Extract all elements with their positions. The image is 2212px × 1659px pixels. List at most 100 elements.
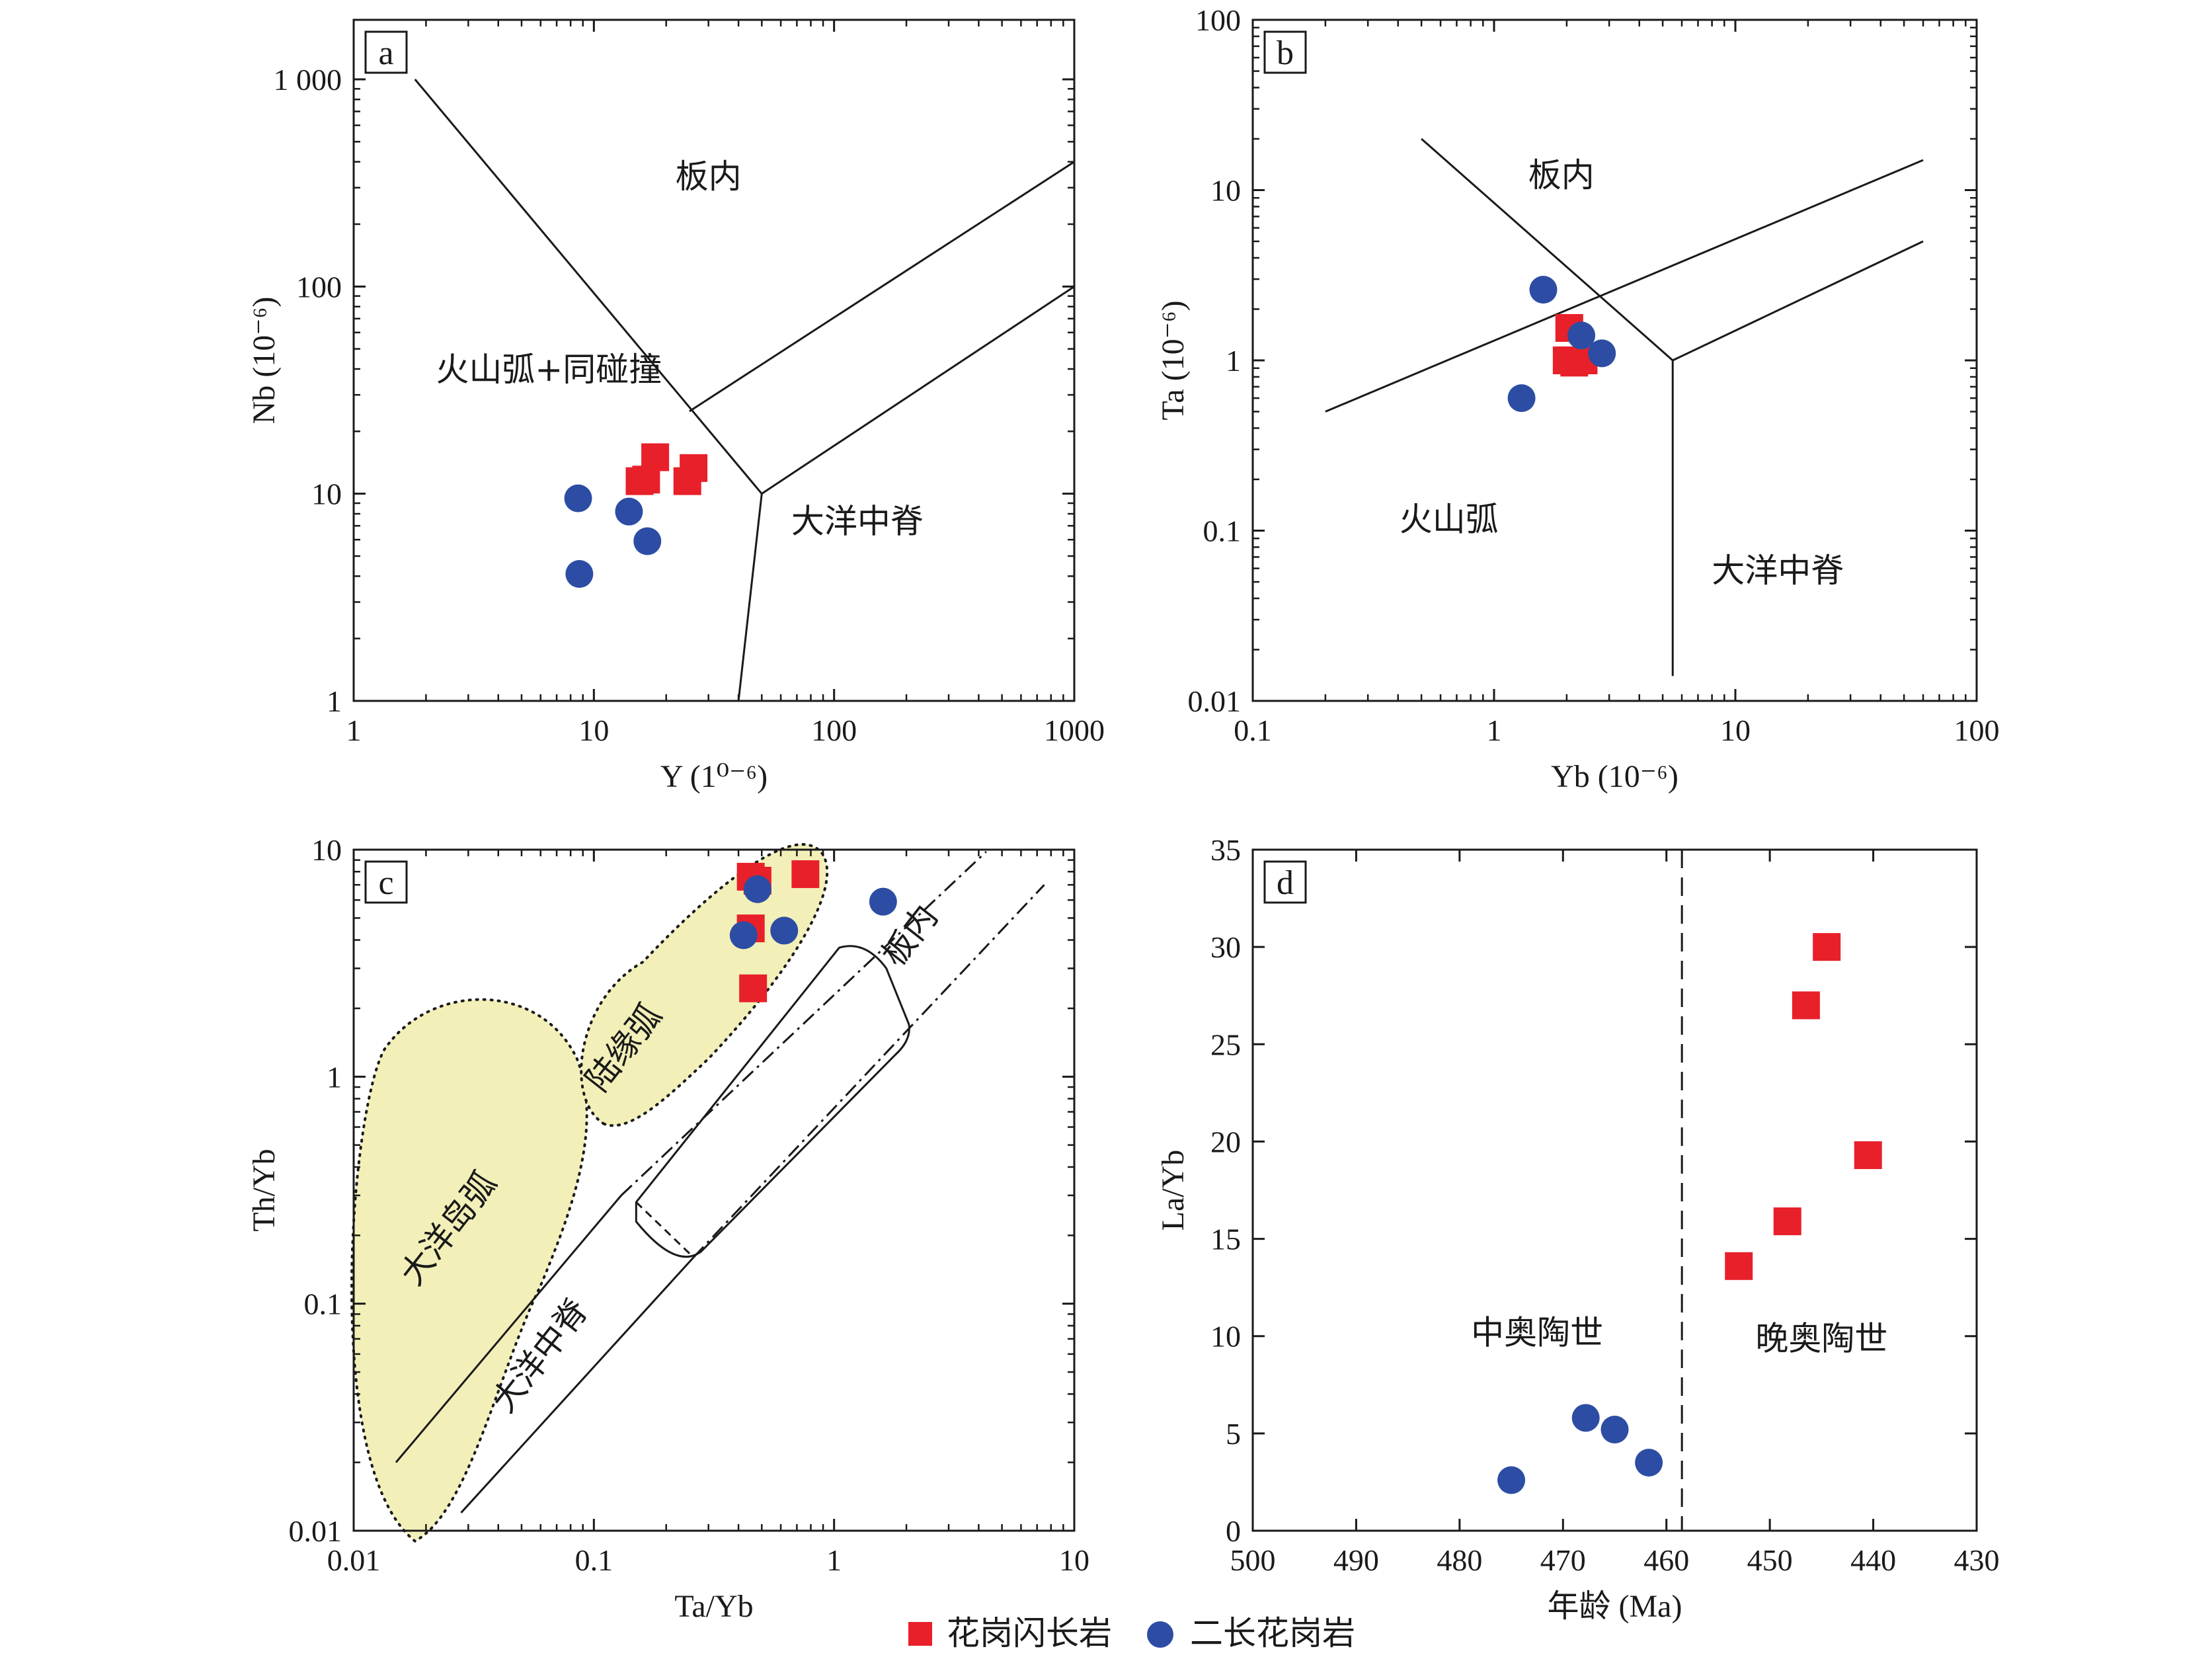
y-axis-label: Ta (10⁻⁶) bbox=[1156, 300, 1191, 420]
x-tick-label: 1000 bbox=[1044, 713, 1105, 747]
panel-label-box bbox=[1263, 30, 1307, 74]
panel-label-box bbox=[364, 860, 408, 904]
legend-label-granodiorite: 花岗闪长岩 bbox=[947, 1614, 1112, 1652]
data-point-square-0-4 bbox=[680, 454, 708, 482]
y-tick-label: 0.1 bbox=[1203, 514, 1242, 548]
x-tick-label: 460 bbox=[1643, 1543, 1689, 1577]
region-label: 晚奥陶世 bbox=[1755, 1319, 1887, 1357]
data-point-circle-1-0 bbox=[564, 484, 592, 512]
field-boundary-0 bbox=[414, 79, 763, 495]
plot-frame bbox=[352, 19, 1076, 702]
y-tick-label: 10 bbox=[1210, 1320, 1241, 1354]
y-tick-label: 10 bbox=[311, 833, 342, 867]
y-tick-label: 1 000 bbox=[274, 63, 342, 97]
region-label: 大洋中脊 bbox=[791, 502, 924, 540]
panel-label: b bbox=[1277, 34, 1294, 72]
array-line-upper bbox=[395, 1194, 622, 1463]
data-point-circle-1-3 bbox=[633, 527, 662, 555]
region-label: 大洋中脊 bbox=[1712, 551, 1844, 590]
y-tick-label: 20 bbox=[1210, 1125, 1241, 1158]
data-point-square-0-3 bbox=[1773, 1207, 1801, 1236]
data-point-circle-1-3 bbox=[1507, 384, 1536, 413]
array-line-lower bbox=[460, 1256, 695, 1514]
x-tick-label: 1 bbox=[1487, 713, 1502, 747]
y-tick-label: 25 bbox=[1210, 1028, 1241, 1061]
legend: 花岗闪长岩 二长花岗岩 bbox=[908, 1614, 1355, 1652]
legend-label-monzogranite: 二长花岗岩 bbox=[1190, 1614, 1355, 1652]
x-axis-label: Y (1⁰⁻⁶) bbox=[660, 759, 768, 794]
x-tick-label: 100 bbox=[1954, 713, 2000, 747]
field-boundary-1 bbox=[737, 493, 763, 702]
x-tick-label: 10 bbox=[1720, 713, 1751, 747]
data-point-square-0-1 bbox=[1792, 991, 1820, 1020]
field-divider bbox=[635, 1201, 695, 1258]
y-axis-label: La/Yb bbox=[1156, 1150, 1191, 1231]
panel-label: c bbox=[378, 864, 393, 902]
field-boundary-3 bbox=[1325, 159, 1924, 413]
y-tick-label: 30 bbox=[1210, 930, 1241, 964]
data-point-circle-1-0 bbox=[1571, 1404, 1600, 1432]
x-tick-label: 490 bbox=[1333, 1543, 1379, 1577]
data-point-square-0-4 bbox=[1725, 1252, 1753, 1280]
panel-d-layb-age-diagram: 500 490 480 470 460 450 440 430 0 5 10 15 20 25 30 35 年龄… bbox=[1156, 833, 2000, 1624]
y-tick-label: 15 bbox=[1210, 1223, 1241, 1256]
data-point-circle-1-2 bbox=[565, 559, 594, 588]
x-tick-label: 430 bbox=[1954, 1543, 2000, 1577]
data-point-circle-1-1 bbox=[1600, 1415, 1629, 1443]
data-point-circle-1-2 bbox=[770, 916, 799, 945]
x-tick-label: 100 bbox=[811, 713, 857, 747]
region-label: 火山弧 bbox=[1400, 501, 1499, 539]
y-axis-label: Nb (10⁻⁶) bbox=[247, 297, 282, 425]
region-label: 板内 bbox=[676, 157, 742, 196]
panel-a-nb-y-diagram: 1 10 100 1000 1 10 100 1 000 Y (1⁰⁻⁶) Nb (10⁻⁶) 板内… bbox=[247, 19, 1105, 794]
x-tick-label: 1 bbox=[346, 713, 362, 747]
y-tick-label: 5 bbox=[1226, 1417, 1241, 1451]
x-tick-label: 0.1 bbox=[575, 1543, 613, 1577]
within-plate-field bbox=[635, 945, 910, 1258]
data-point-circle-1-1 bbox=[729, 921, 758, 950]
x-tick-label: 480 bbox=[1437, 1543, 1482, 1577]
array-dashdot-lower bbox=[693, 884, 1045, 1258]
y-axis-label: Th/Yb bbox=[247, 1149, 282, 1231]
data-point-square-0-2 bbox=[791, 860, 820, 889]
region-label: 中奥陶世 bbox=[1471, 1313, 1603, 1352]
y-tick-label: 1 bbox=[327, 1060, 342, 1094]
data-point-circle-1-3 bbox=[1497, 1466, 1526, 1494]
x-tick-label: 0.01 bbox=[327, 1543, 381, 1577]
x-axis-label: Yb (10⁻⁶) bbox=[1551, 759, 1679, 794]
y-tick-label: 35 bbox=[1210, 833, 1241, 867]
data-point-circle-1-2 bbox=[1635, 1449, 1663, 1477]
x-tick-label: 470 bbox=[1540, 1543, 1586, 1577]
y-tick-label: 0.01 bbox=[289, 1514, 342, 1548]
region-label: 板内 bbox=[1528, 156, 1595, 194]
data-point-square-0-4 bbox=[739, 974, 768, 1002]
data-point-circle-1-1 bbox=[615, 497, 643, 526]
y-tick-label: 0 bbox=[1226, 1514, 1241, 1548]
data-point-circle-1-0 bbox=[743, 875, 771, 903]
y-tick-label: 1 bbox=[1226, 344, 1241, 378]
x-tick-label: 10 bbox=[578, 713, 609, 747]
field-boundary-2 bbox=[1672, 240, 1924, 362]
data-point-circle-1-0 bbox=[1529, 276, 1558, 304]
data-point-circle-1-2 bbox=[1588, 339, 1616, 368]
legend-square-symbol bbox=[908, 1622, 932, 1646]
plot-frame bbox=[1251, 848, 1978, 1532]
panel-label: d bbox=[1277, 864, 1294, 902]
x-tick-label: 450 bbox=[1747, 1543, 1793, 1577]
legend-circle-symbol bbox=[1147, 1621, 1173, 1648]
y-tick-label: 10 bbox=[311, 477, 342, 511]
x-tick-label: 500 bbox=[1230, 1543, 1276, 1577]
x-tick-label: 1 bbox=[826, 1543, 842, 1577]
data-point-square-0-2 bbox=[1854, 1141, 1882, 1170]
field-boundary-2 bbox=[761, 286, 1075, 495]
data-point-square-0-0 bbox=[1813, 933, 1841, 961]
field-boundary-0 bbox=[1421, 138, 1674, 362]
plot-frame bbox=[352, 848, 1076, 1532]
x-tick-label: 0.1 bbox=[1234, 713, 1272, 747]
data-point-square-0-2 bbox=[641, 443, 670, 471]
region-label: 火山弧+同碰撞 bbox=[436, 350, 662, 389]
data-point-circle-1-1 bbox=[1567, 321, 1596, 350]
